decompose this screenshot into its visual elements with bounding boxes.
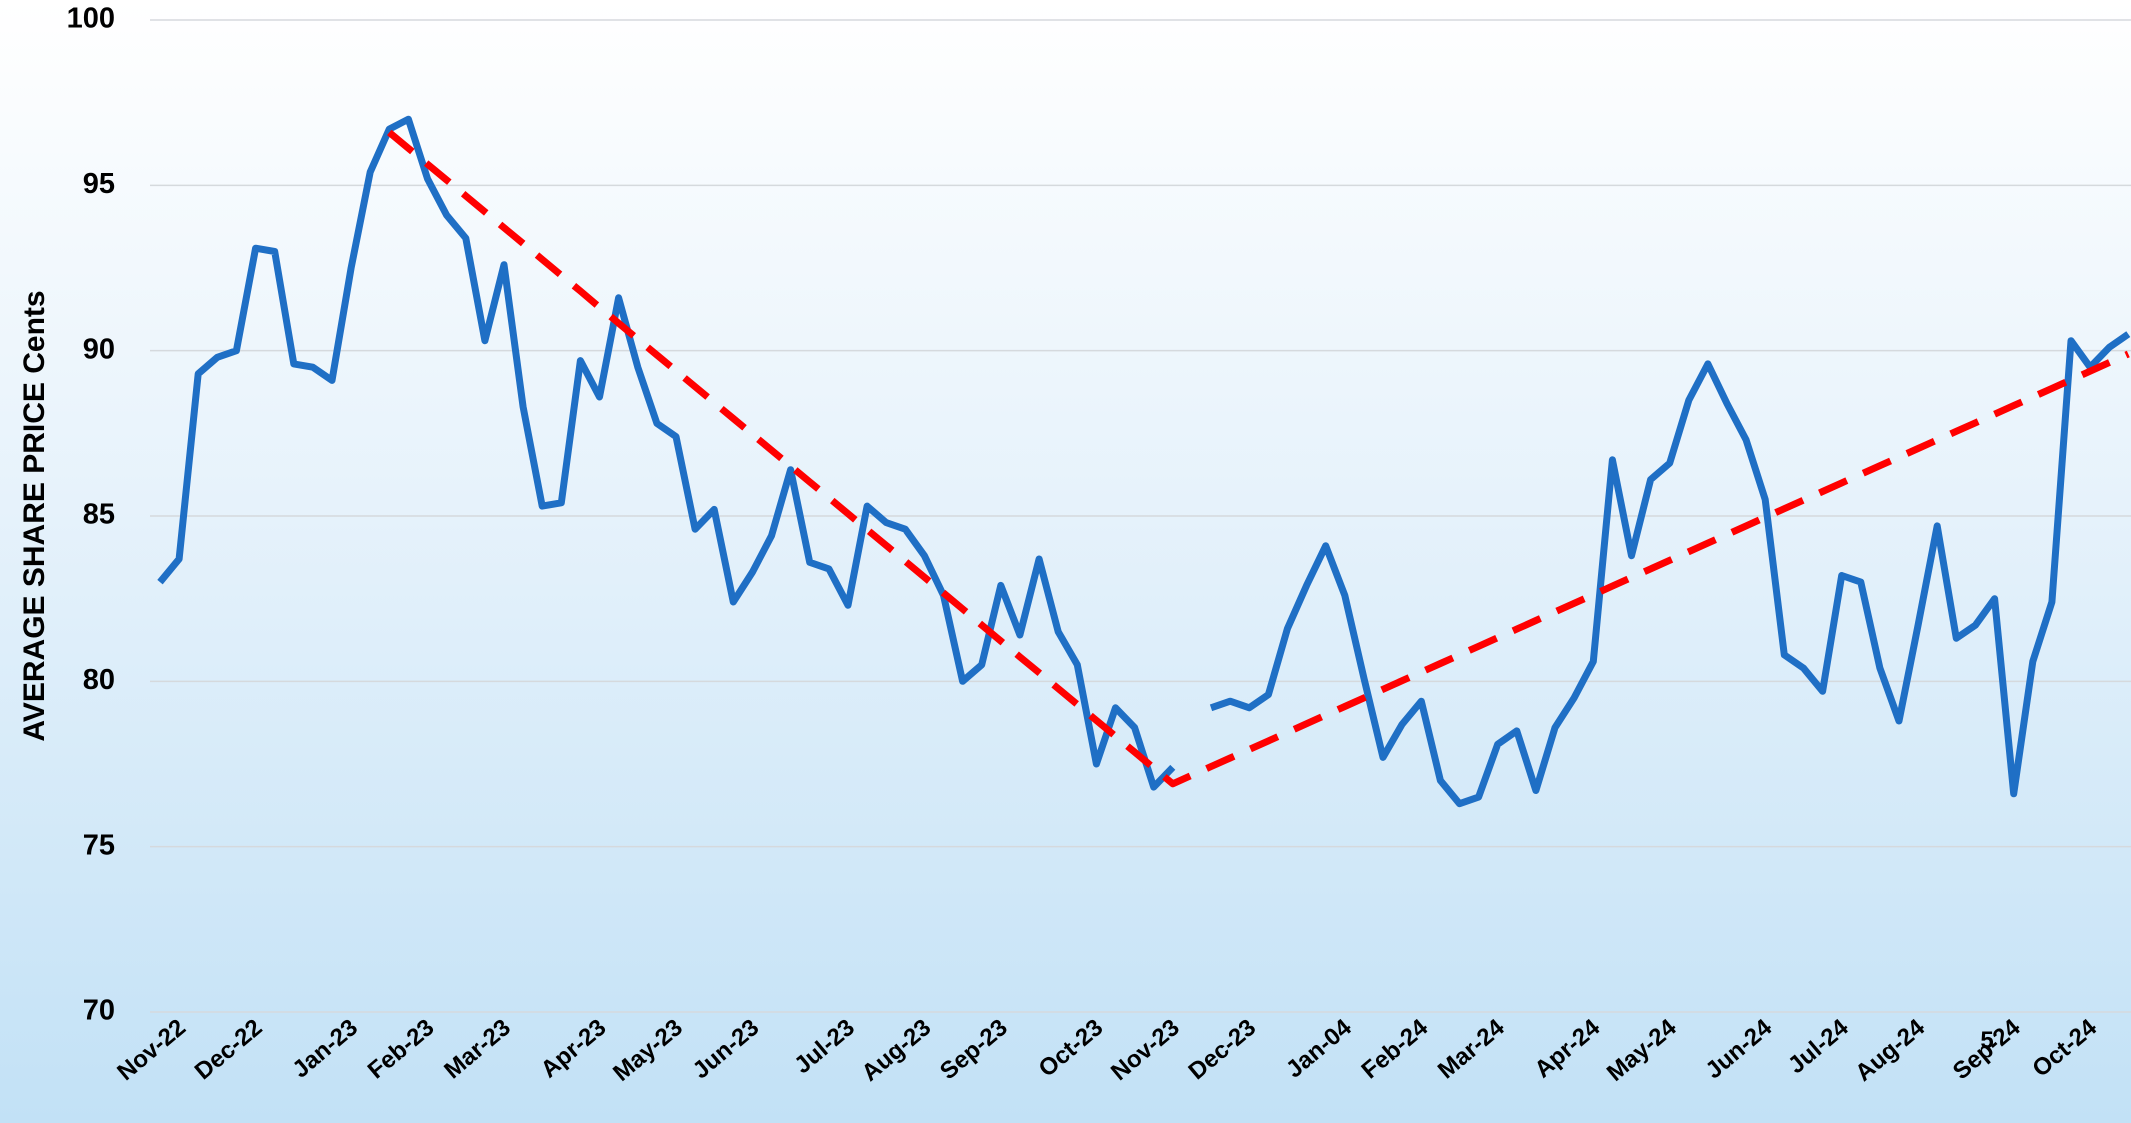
x-tick-label: Mar-24 bbox=[1433, 1013, 1510, 1084]
x-tick-label: Oct-23 bbox=[1034, 1014, 1109, 1083]
x-tick-label: Dec-23 bbox=[1183, 1014, 1261, 1085]
x-tick-label: Jun-23 bbox=[688, 1014, 765, 1084]
data-line bbox=[157, 115, 2131, 808]
x-tick-label: Feb-24 bbox=[1357, 1013, 1434, 1084]
x-tick-label: Jan-04 bbox=[1281, 1013, 1357, 1083]
x-tick-label: Jan-23 bbox=[287, 1014, 363, 1084]
y-tick-label: 85 bbox=[83, 499, 115, 531]
x-tick-label: Aug-24 bbox=[1850, 1013, 1930, 1086]
x-tick-label: Sep-24 bbox=[1948, 1013, 2026, 1085]
y-tick-label: 75 bbox=[83, 829, 115, 861]
x-tick-label: Mar-23 bbox=[439, 1014, 516, 1084]
x-tick-label: Jun-24 bbox=[1700, 1013, 1777, 1084]
x-tick-label: Feb-23 bbox=[363, 1014, 440, 1084]
x-tick-label: Nov-23 bbox=[1106, 1014, 1185, 1086]
y-tick-label: 95 bbox=[83, 168, 115, 200]
y-tick-label: 80 bbox=[83, 664, 115, 696]
annotation: 5 bbox=[1980, 1027, 1993, 1054]
x-tick-label: Oct-24 bbox=[2027, 1013, 2102, 1082]
x-tick-label: May-24 bbox=[1602, 1013, 1682, 1086]
x-tick-label: Aug-23 bbox=[857, 1014, 937, 1087]
y-axis-label: AVERAGE SHARE PRICE Cents bbox=[18, 290, 51, 741]
x-tick-label: Jul-23 bbox=[789, 1014, 859, 1079]
x-tick-label: Sep-23 bbox=[935, 1014, 1013, 1085]
x-tick-label: Apr-24 bbox=[1530, 1014, 1606, 1084]
x-tick-label: May-23 bbox=[608, 1014, 688, 1087]
x-tick-label: Dec-22 bbox=[190, 1014, 268, 1085]
x-tick-label: Nov-22 bbox=[112, 1014, 191, 1086]
x-tick-label: Jul-24 bbox=[1783, 1014, 1854, 1080]
trend-line bbox=[387, 129, 2130, 788]
y-tick-label: 90 bbox=[83, 333, 115, 365]
y-tick-label: 100 bbox=[67, 3, 115, 35]
x-tick-label: Apr-23 bbox=[536, 1014, 612, 1084]
y-tick-label: 70 bbox=[83, 995, 115, 1027]
